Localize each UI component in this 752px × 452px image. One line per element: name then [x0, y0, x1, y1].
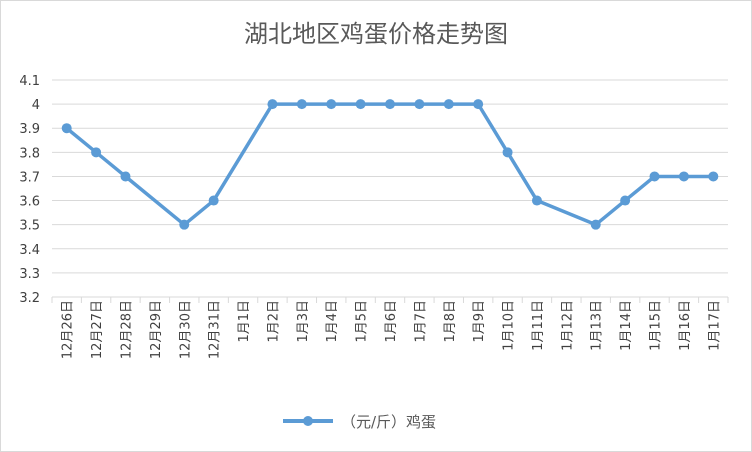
- x-tick-label: 1月17日: [707, 300, 722, 351]
- legend: （元/斤）鸡蛋: [283, 406, 436, 436]
- data-point: [61, 123, 72, 134]
- data-point: [179, 219, 190, 230]
- x-tick-label: 12月28日: [119, 300, 134, 359]
- data-point: [590, 219, 601, 230]
- y-axis-tick-labels: 3.2 3.3 3.4 3.5 3.6 3.7 3.8 3.9 4 4.1: [19, 74, 40, 306]
- y-tick-label: 3.6: [19, 195, 40, 210]
- x-tick-label: 1月11日: [531, 300, 546, 351]
- y-tick-label: 3.2: [19, 291, 40, 306]
- legend-marker: [283, 411, 333, 431]
- data-point: [649, 171, 660, 182]
- data-point: [473, 99, 484, 110]
- data-point: [620, 195, 631, 206]
- data-point: [91, 147, 102, 158]
- y-tick-label: 3.5: [19, 219, 40, 234]
- x-tick-label: 1月5日: [355, 300, 370, 343]
- x-tick-label: 1月1日: [237, 300, 252, 343]
- y-tick-label: 3.3: [19, 267, 40, 282]
- data-point: [326, 99, 337, 110]
- y-tick-label: 3.7: [19, 170, 40, 185]
- data-point: [208, 195, 219, 206]
- y-tick-label: 4: [32, 98, 40, 113]
- data-point: [502, 147, 513, 158]
- gridlines: [51, 79, 729, 303]
- y-tick-label: 4.1: [19, 74, 40, 89]
- x-tick-label: 1月6日: [384, 300, 399, 343]
- legend-label: （元/斤）鸡蛋: [341, 412, 437, 431]
- series-line: [64, 102, 716, 227]
- chart-title: 湖北地区鸡蛋价格走势图: [244, 20, 508, 48]
- data-point: [385, 99, 395, 110]
- x-tick-label: 1月13日: [590, 300, 605, 351]
- data-point: [355, 99, 366, 110]
- x-tick-label: 1月4日: [325, 300, 340, 343]
- x-tick-label: 1月10日: [502, 300, 517, 351]
- x-tick-label: 12月31日: [208, 300, 223, 359]
- x-tick-label: 12月30日: [178, 300, 193, 359]
- y-tick-label: 3.9: [19, 122, 40, 137]
- x-tick-label: 1月7日: [413, 300, 428, 343]
- data-point: [296, 99, 307, 110]
- data-point: [531, 195, 542, 206]
- x-tick-label: 1月14日: [619, 300, 634, 351]
- x-tick-label: 12月26日: [61, 300, 76, 359]
- x-tick-label: 1月16日: [678, 300, 693, 351]
- data-point: [120, 171, 131, 182]
- series-layer: [61, 99, 719, 230]
- x-tick-label: 12月29日: [149, 300, 164, 359]
- x-tick-label: 12月27日: [90, 300, 105, 359]
- x-tick-label: 1月12日: [560, 300, 575, 351]
- data-point: [708, 171, 719, 182]
- x-axis-tick-labels: 12月26日 12月27日 12月28日 12月29日 12月30日 12月31日 1月1日…: [61, 300, 723, 359]
- y-tick-label: 3.4: [19, 243, 40, 258]
- y-tick-label: 3.8: [19, 146, 40, 161]
- data-point: [414, 99, 425, 110]
- x-tick-label: 1月15日: [649, 300, 664, 351]
- data-point: [267, 99, 278, 110]
- data-point: [678, 171, 689, 182]
- data-point: [443, 99, 454, 110]
- x-tick-label: 1月3日: [296, 300, 311, 343]
- x-tick-label: 1月2日: [266, 300, 281, 343]
- x-tick-label: 1月8日: [443, 300, 458, 343]
- x-tick-label: 1月9日: [472, 300, 487, 343]
